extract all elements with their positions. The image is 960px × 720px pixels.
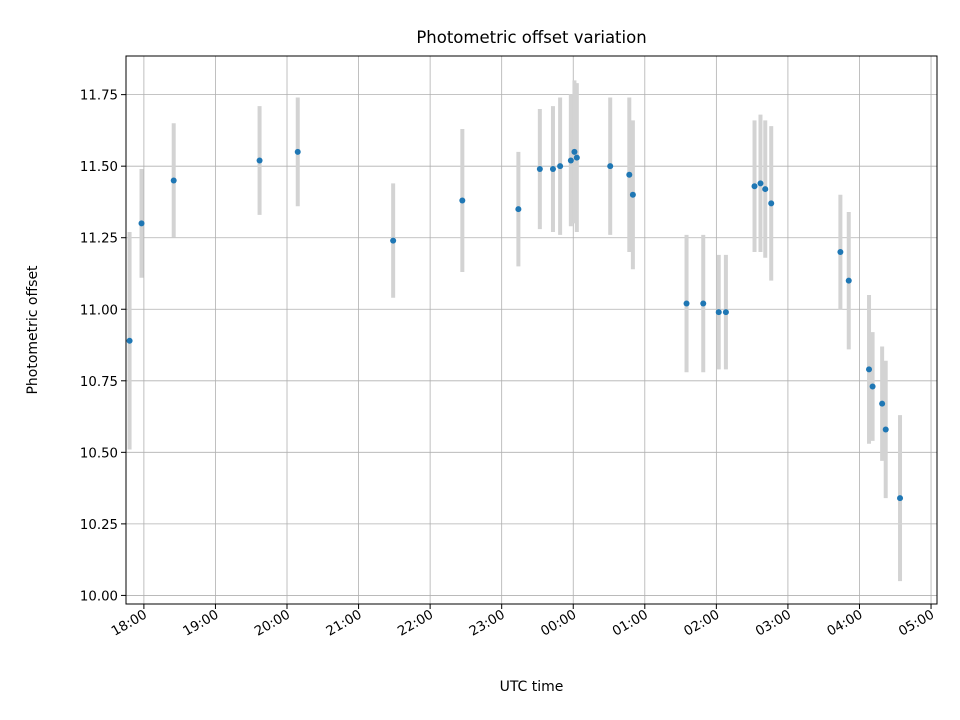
y-tick-label: 10.50 bbox=[80, 446, 118, 461]
data-point bbox=[768, 200, 775, 207]
data-point bbox=[751, 183, 758, 190]
data-point bbox=[607, 163, 614, 170]
y-tick-label: 11.50 bbox=[80, 160, 118, 175]
data-point bbox=[629, 191, 636, 198]
y-tick-label: 10.25 bbox=[80, 518, 118, 533]
x-axis-label: UTC time bbox=[500, 679, 564, 695]
y-tick-label: 11.25 bbox=[80, 232, 118, 247]
x-tick-label: 03:00 bbox=[753, 607, 794, 639]
data-point bbox=[882, 426, 889, 433]
data-point bbox=[138, 220, 145, 227]
x-tick-label: 23:00 bbox=[467, 607, 508, 639]
data-point bbox=[897, 495, 904, 502]
data-point bbox=[571, 148, 578, 155]
x-tick-label: 01:00 bbox=[610, 607, 651, 639]
x-tick-label: 22:00 bbox=[395, 607, 436, 639]
y-axis-label: Photometric offset bbox=[25, 265, 41, 395]
chart-title: Photometric offset variation bbox=[416, 28, 646, 47]
data-point bbox=[557, 163, 564, 170]
x-tick-label: 05:00 bbox=[896, 607, 937, 639]
data-point bbox=[567, 157, 574, 164]
data-point bbox=[170, 177, 177, 184]
data-point bbox=[549, 166, 556, 173]
data-point bbox=[294, 148, 301, 155]
data-point bbox=[626, 171, 633, 178]
data-point bbox=[869, 383, 876, 390]
data-point bbox=[837, 249, 844, 256]
axis-ticks: 18:00 19:00 20:00 21:00 22:00 23:00 00:00 01:00… bbox=[80, 89, 937, 640]
data-point bbox=[757, 180, 764, 187]
data-point bbox=[879, 400, 886, 407]
data-point bbox=[256, 157, 263, 164]
x-tick-label: 02:00 bbox=[682, 607, 723, 639]
x-tick-label: 04:00 bbox=[825, 607, 866, 639]
x-tick-label: 00:00 bbox=[539, 607, 580, 639]
data-point bbox=[683, 300, 690, 307]
grid-lines bbox=[126, 56, 937, 604]
data-points bbox=[126, 148, 904, 502]
data-point bbox=[573, 154, 580, 161]
y-tick-label: 10.75 bbox=[80, 375, 118, 390]
x-tick-label: 20:00 bbox=[252, 607, 293, 639]
data-point bbox=[515, 206, 522, 213]
data-point bbox=[390, 237, 397, 244]
data-point bbox=[536, 166, 543, 173]
x-tick-label: 21:00 bbox=[324, 607, 365, 639]
error-bars bbox=[127, 80, 903, 582]
data-point bbox=[459, 197, 466, 204]
data-point bbox=[866, 366, 873, 373]
plot-frame bbox=[125, 55, 938, 605]
data-point bbox=[762, 186, 769, 193]
y-tick-label: 11.75 bbox=[80, 89, 118, 104]
data-point bbox=[722, 309, 729, 316]
data-point bbox=[700, 300, 707, 307]
y-tick-label: 10.00 bbox=[80, 589, 118, 604]
x-tick-label: 18:00 bbox=[109, 607, 150, 639]
data-point bbox=[715, 309, 722, 316]
data-point bbox=[845, 277, 852, 284]
x-tick-label: 19:00 bbox=[181, 607, 222, 639]
data-point bbox=[126, 337, 133, 344]
y-tick-label: 11.00 bbox=[80, 303, 118, 318]
